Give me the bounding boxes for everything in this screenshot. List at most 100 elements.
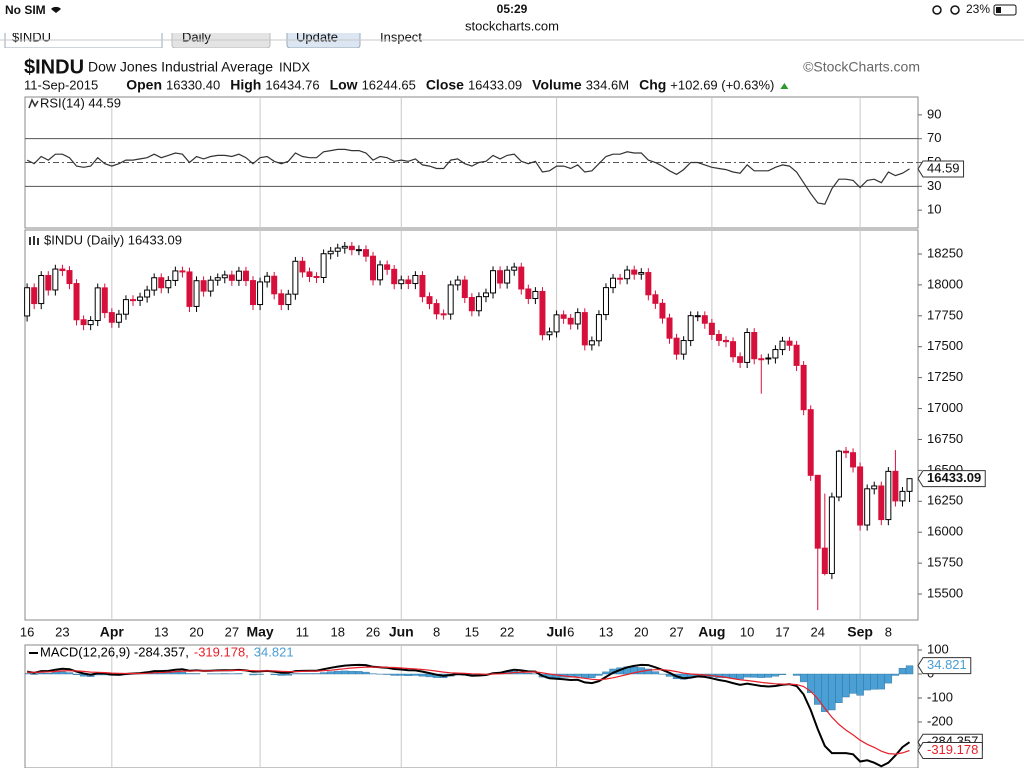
panel-label: RSI(14) 44.59 — [40, 95, 121, 110]
y-tick-label: -100 — [927, 689, 953, 704]
stat-label: Low — [330, 77, 358, 93]
histogram-bar — [595, 673, 603, 676]
candle-body — [666, 317, 673, 339]
histogram-bar — [750, 673, 758, 678]
candle-body — [327, 250, 334, 255]
candle-body — [532, 290, 539, 300]
symbol: $INDU — [24, 56, 84, 78]
candle-body — [398, 279, 405, 285]
histogram-bar — [891, 673, 900, 676]
candle-body — [334, 247, 341, 252]
update-button-text: Update — [296, 29, 338, 44]
candle-body — [468, 297, 475, 312]
last-value-label: 34.821 — [927, 657, 967, 672]
candle-body — [680, 340, 687, 355]
candle-body — [122, 299, 129, 315]
candle-body — [38, 275, 45, 305]
histogram-bar — [397, 673, 405, 676]
candle-body — [631, 269, 638, 275]
up-arrow — [780, 83, 789, 89]
histogram-bar — [771, 673, 780, 677]
rsi-line — [26, 148, 910, 205]
candle-body — [144, 289, 151, 298]
battery-icon — [993, 4, 1017, 16]
candle-body — [306, 271, 313, 277]
stat-value: 16330.40 — [166, 77, 220, 92]
last-value-label: -319.178 — [927, 742, 978, 757]
candle-body — [87, 320, 94, 326]
last-value-box — [917, 160, 965, 178]
x-tick-label: 20 — [634, 624, 648, 639]
y-tick-label: 15500 — [927, 585, 963, 600]
legend-entry: -319.178, — [194, 644, 249, 659]
candle-body — [348, 245, 355, 251]
candle-body — [906, 478, 913, 492]
histogram-bar — [72, 673, 81, 675]
x-tick-label: May — [246, 624, 273, 640]
last-value-box — [917, 657, 972, 675]
candle-body — [758, 358, 765, 361]
candle-body — [518, 266, 525, 290]
candle-body — [821, 547, 828, 575]
histogram-bar — [856, 673, 864, 696]
candle-body — [24, 287, 31, 317]
x-tick-label: 6 — [567, 624, 574, 639]
y-tick-label: -200 — [927, 713, 953, 728]
candle-body — [66, 270, 73, 285]
y-tick-label: 90 — [927, 106, 941, 121]
candle-body — [595, 314, 602, 342]
candle-body — [292, 260, 299, 295]
histogram-bar — [842, 673, 850, 698]
candle-body — [737, 356, 744, 363]
candle-body — [186, 271, 193, 307]
histogram-bar — [574, 673, 582, 677]
clock: 05:29 — [497, 2, 528, 16]
battery-level — [996, 7, 1001, 13]
candle-body — [454, 279, 461, 286]
candle-body — [497, 270, 504, 284]
candle-body — [793, 344, 800, 366]
histogram-bar — [814, 673, 822, 705]
candle-body — [433, 303, 440, 315]
candle-body — [885, 470, 892, 521]
candle-body — [673, 337, 680, 355]
candle-body — [250, 280, 257, 306]
histogram-bar — [524, 673, 533, 675]
histogram-bar — [65, 672, 74, 675]
candle-body — [864, 488, 871, 526]
candle-body — [708, 322, 715, 335]
candle-body — [878, 485, 885, 521]
histogram-bar — [44, 673, 52, 675]
histogram-bar — [178, 671, 187, 675]
histogram-bar — [404, 673, 413, 676]
x-tick-label: 10 — [740, 624, 754, 639]
panel-label: $INDU (Daily) 16433.09 — [44, 232, 182, 247]
histogram-bar — [362, 671, 370, 675]
candle-body — [45, 275, 52, 291]
inspect-button-text[interactable]: Inspect — [380, 29, 422, 44]
x-tick-label: 23 — [55, 624, 69, 639]
histogram-bar — [588, 673, 596, 679]
candle-body — [412, 275, 419, 285]
candle-body — [659, 302, 666, 319]
histogram-bar — [778, 673, 787, 675]
x-tick-label: 16 — [20, 624, 34, 639]
last-value-label: 44.59 — [927, 160, 960, 175]
x-tick-label: 27 — [225, 624, 239, 639]
histogram-bar — [821, 673, 829, 712]
candle-body — [539, 290, 546, 336]
candle-body — [525, 288, 532, 300]
candle-body — [271, 275, 278, 295]
y-tick-label: 16750 — [927, 431, 963, 446]
candle-body — [835, 450, 842, 498]
x-tick-label: 15 — [465, 624, 479, 639]
histogram-bar — [743, 673, 751, 678]
candle-body — [285, 293, 292, 306]
histogram-bar — [348, 670, 356, 675]
candle-body — [482, 292, 489, 298]
candle-body — [31, 287, 38, 305]
x-tick-label: 18 — [330, 624, 344, 639]
histogram-bar — [270, 673, 278, 675]
y-tick-label: 16250 — [927, 493, 963, 508]
